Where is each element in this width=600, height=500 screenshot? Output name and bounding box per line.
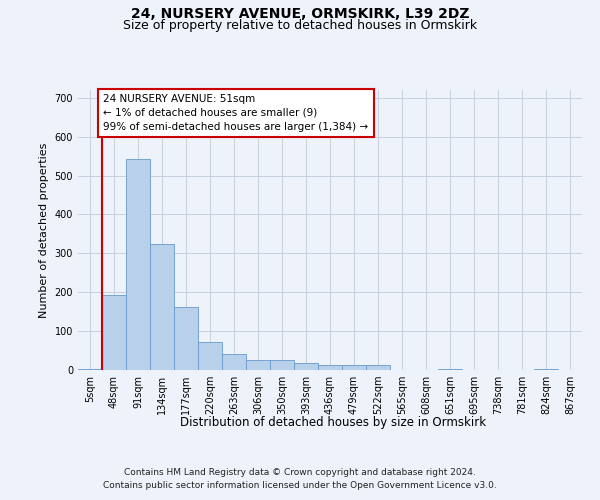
Y-axis label: Number of detached properties: Number of detached properties bbox=[39, 142, 49, 318]
Bar bbox=[78, 369, 102, 370]
Bar bbox=[150, 244, 174, 370]
Bar bbox=[270, 360, 294, 370]
Bar bbox=[294, 364, 318, 370]
Text: 24 NURSERY AVENUE: 51sqm
← 1% of detached houses are smaller (9)
99% of semi-det: 24 NURSERY AVENUE: 51sqm ← 1% of detache… bbox=[103, 94, 368, 132]
Bar bbox=[246, 360, 270, 370]
Bar bbox=[438, 369, 462, 370]
Bar bbox=[318, 365, 342, 370]
Text: Distribution of detached houses by size in Ormskirk: Distribution of detached houses by size … bbox=[180, 416, 486, 429]
Text: 24, NURSERY AVENUE, ORMSKIRK, L39 2DZ: 24, NURSERY AVENUE, ORMSKIRK, L39 2DZ bbox=[131, 8, 469, 22]
Bar bbox=[102, 295, 126, 370]
Bar bbox=[342, 365, 366, 370]
Text: Contains HM Land Registry data © Crown copyright and database right 2024.: Contains HM Land Registry data © Crown c… bbox=[124, 468, 476, 477]
Text: Size of property relative to detached houses in Ormskirk: Size of property relative to detached ho… bbox=[123, 18, 477, 32]
Bar bbox=[126, 159, 150, 370]
Bar bbox=[174, 306, 198, 370]
Bar bbox=[198, 342, 222, 370]
Text: Contains public sector information licensed under the Open Government Licence v3: Contains public sector information licen… bbox=[103, 482, 497, 490]
Bar bbox=[222, 354, 246, 370]
Bar bbox=[534, 369, 558, 370]
Bar bbox=[366, 365, 390, 370]
